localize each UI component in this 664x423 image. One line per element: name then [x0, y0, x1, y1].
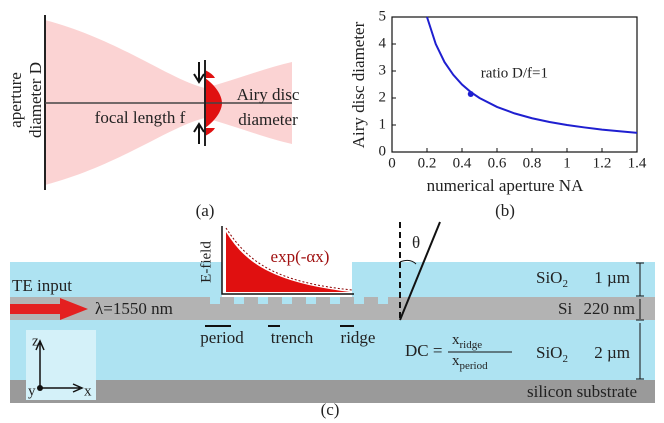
y-tick-label: 3 — [379, 62, 387, 78]
panel-a: aperture diameter D focal length f Airy … — [6, 15, 300, 220]
y-tick-label: 0 — [379, 143, 387, 159]
x-tick-label: 1 — [563, 155, 571, 171]
y-dot — [37, 385, 43, 391]
panel-label: (c) — [321, 400, 340, 419]
label: period — [200, 328, 244, 347]
angle-arc — [399, 259, 417, 265]
label: Airy disc — [237, 85, 300, 104]
plot-frame — [391, 16, 638, 153]
axis-y: y — [28, 383, 36, 399]
axis-z: z — [32, 333, 39, 349]
axis-x: x — [84, 383, 92, 399]
subscript: 2 — [562, 278, 568, 290]
brackets — [636, 262, 644, 380]
y-tick-label: 1 — [379, 116, 387, 132]
trenches — [210, 297, 388, 304]
x-tick-label: 0.4 — [453, 155, 472, 171]
label: SiO2 — [536, 268, 568, 290]
label: aperture — [6, 72, 25, 128]
label: xridge — [452, 332, 482, 350]
label: focal length f — [95, 108, 186, 127]
subscript: 2 — [562, 353, 568, 365]
y-tick-label: 5 — [379, 8, 387, 24]
x-tick-label: 1.2 — [593, 155, 612, 171]
panel-label: (b) — [495, 201, 515, 220]
annotation: ratio D/f=1 — [481, 65, 548, 81]
x-tick-label: 0 — [388, 155, 396, 171]
num: x — [452, 332, 460, 348]
material: SiO — [536, 268, 562, 287]
x-tick-label: 0.6 — [488, 155, 507, 171]
label: trench — [271, 328, 314, 347]
label: silicon substrate — [527, 382, 637, 401]
y-axis-title: Airy disc diameter — [349, 21, 368, 148]
panel-b: numerical aperture NA Airy disc diameter… — [349, 8, 647, 219]
decay-curve — [225, 227, 353, 291]
label: diameter — [238, 110, 298, 129]
label: ridge — [341, 328, 376, 347]
curve — [426, 16, 638, 134]
label: Si — [558, 299, 572, 318]
inset-axes — [221, 226, 354, 295]
substrate — [10, 380, 655, 403]
decay-fill — [226, 232, 350, 292]
emission — [399, 221, 441, 321]
sub: ridge — [460, 339, 483, 351]
label: θ — [412, 233, 420, 252]
label: TE input — [12, 276, 72, 295]
den: x — [452, 353, 460, 369]
arrows — [193, 62, 205, 144]
x-tick-label: 0.8 — [523, 155, 542, 171]
material: SiO — [536, 343, 562, 362]
input-arrow — [10, 298, 88, 320]
panel-c: TE input λ=1550 nm E-field exp(-αx) θ Si… — [10, 221, 655, 419]
label: SiO2 — [536, 343, 568, 365]
panel-label: (a) — [196, 201, 215, 220]
label: 220 nm — [584, 299, 635, 318]
x-tick-label: 0.2 — [418, 155, 437, 171]
y-tick-label: 4 — [379, 35, 387, 51]
sub: period — [460, 360, 489, 372]
label: DC = — [405, 341, 442, 360]
y-tick-label: 2 — [379, 89, 387, 105]
label: 2 µm — [594, 343, 630, 362]
x-tick-label: 1.4 — [628, 155, 647, 171]
label: λ=1550 nm — [95, 299, 173, 318]
label: exp(-αx) — [271, 247, 330, 266]
label: E-field — [198, 241, 214, 283]
annotation-point — [467, 90, 474, 97]
label: xperiod — [452, 353, 488, 371]
label: diameter D — [26, 62, 45, 138]
x-axis-title: numerical aperture NA — [427, 176, 584, 195]
label: 1 µm — [594, 268, 630, 287]
axes-arrows — [35, 339, 84, 393]
si-layer — [10, 297, 655, 320]
